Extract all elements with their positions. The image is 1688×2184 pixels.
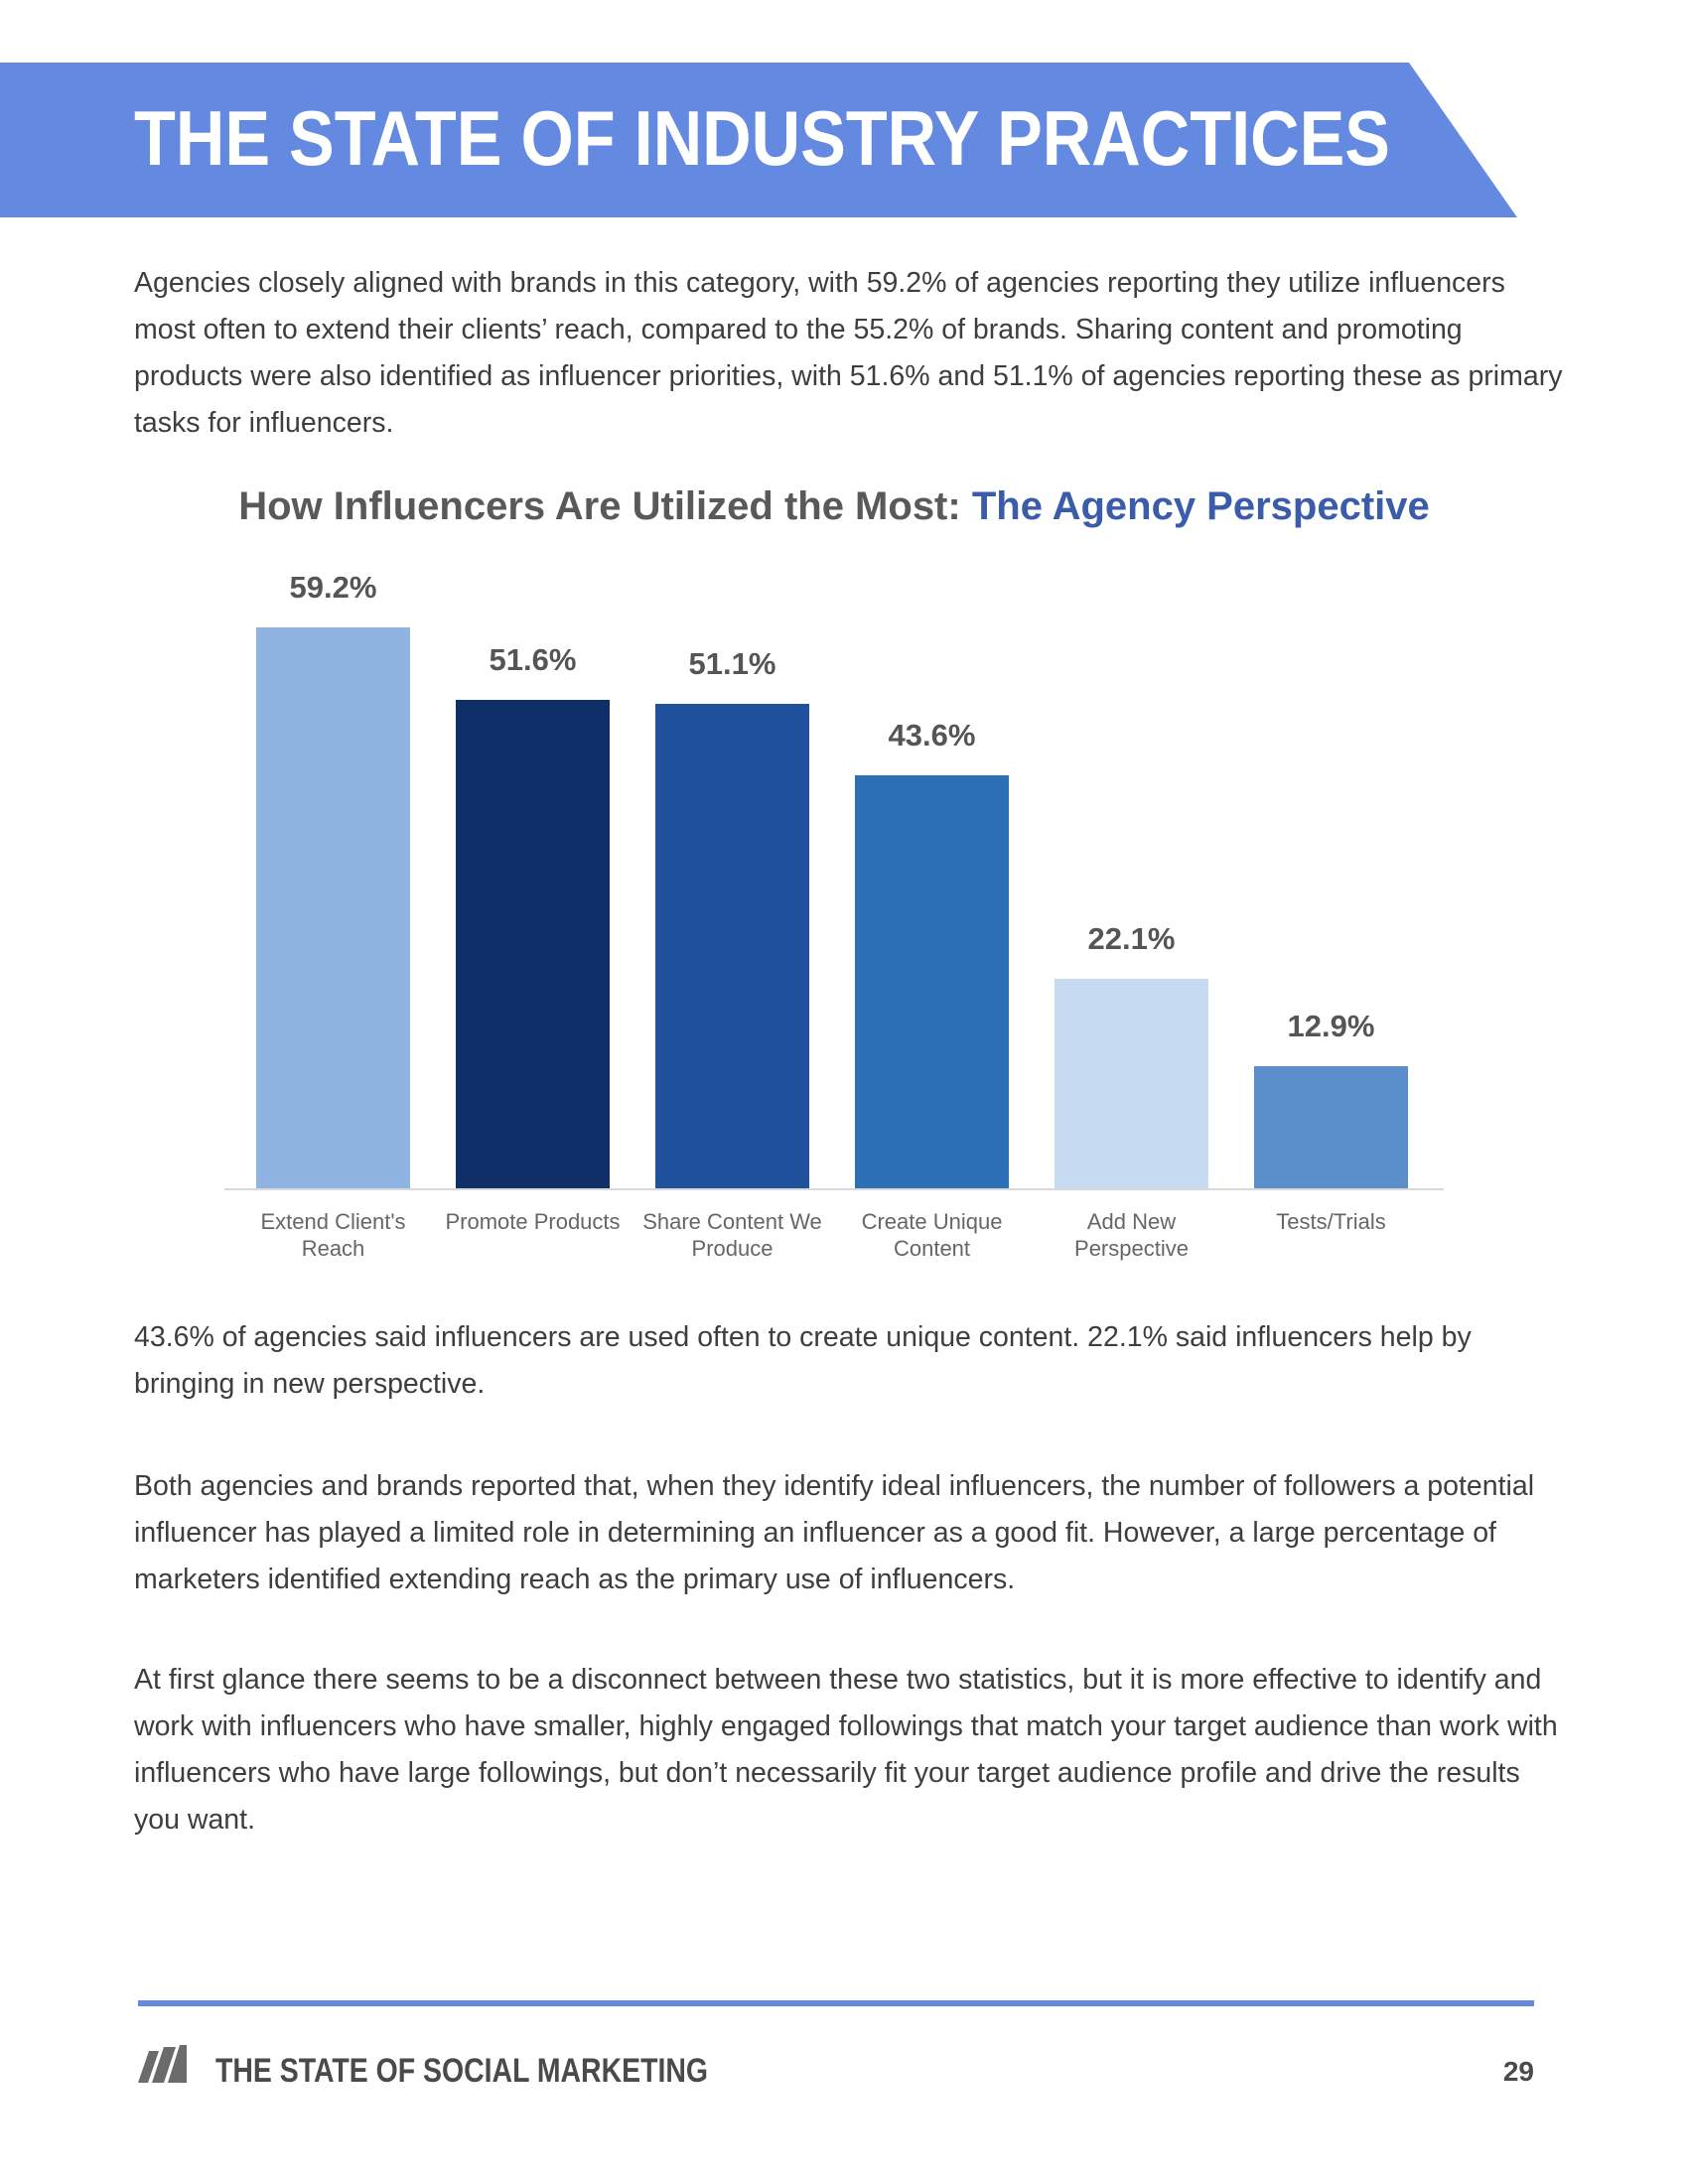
category-label: Extend Client's Reach — [260, 1209, 406, 1261]
footer: THE STATE OF SOCIAL MARKETING 29 — [138, 2045, 1534, 2090]
value-label: 59.2% — [289, 570, 377, 605]
footer-logo — [138, 2045, 187, 2083]
bar — [456, 699, 610, 1188]
body-paragraph: 43.6% of agencies said influencers are u… — [134, 1321, 1472, 1400]
bar — [1254, 1065, 1408, 1188]
value-label: 51.6% — [489, 641, 577, 677]
bar — [855, 774, 1009, 1188]
header-banner — [0, 63, 1517, 217]
value-label: 12.9% — [1287, 1008, 1375, 1043]
chart-title-highlight: The Agency Perspective — [971, 484, 1430, 528]
category-label: Share Content We Produce — [642, 1209, 822, 1261]
body-paragraph: Both agencies and brands reported that, … — [134, 1470, 1535, 1595]
bar — [256, 627, 410, 1188]
footer-rule — [138, 2000, 1534, 2006]
category-label: Add New Perspective — [1074, 1209, 1189, 1261]
category-label: Promote Products — [445, 1209, 621, 1234]
chart-title-main: How Influencers Are Utilized the Most: — [238, 484, 961, 528]
baseline — [224, 1188, 1444, 1190]
page-number: 29 — [1503, 2056, 1534, 2087]
bar — [1055, 979, 1208, 1188]
header: THE STATE OF INDUSTRY PRACTICES — [0, 63, 1517, 217]
value-label: 43.6% — [888, 717, 976, 752]
chart-title: How Influencers Are Utilized the Most: T… — [0, 484, 1668, 529]
value-label: 22.1% — [1087, 921, 1176, 957]
bar — [655, 704, 809, 1188]
category-label: Create Unique Content — [861, 1209, 1003, 1261]
header-title: THE STATE OF INDUSTRY PRACTICES — [134, 94, 1390, 182]
body-paragraph: At first glance there seems to be a disc… — [134, 1664, 1558, 1836]
intro-paragraph: Agencies closely aligned with brands in … — [134, 267, 1563, 439]
value-label: 51.1% — [688, 646, 776, 682]
category-label: Tests/Trials — [1276, 1209, 1386, 1234]
footer-title: THE STATE OF SOCIAL MARKETING — [215, 2052, 708, 2090]
